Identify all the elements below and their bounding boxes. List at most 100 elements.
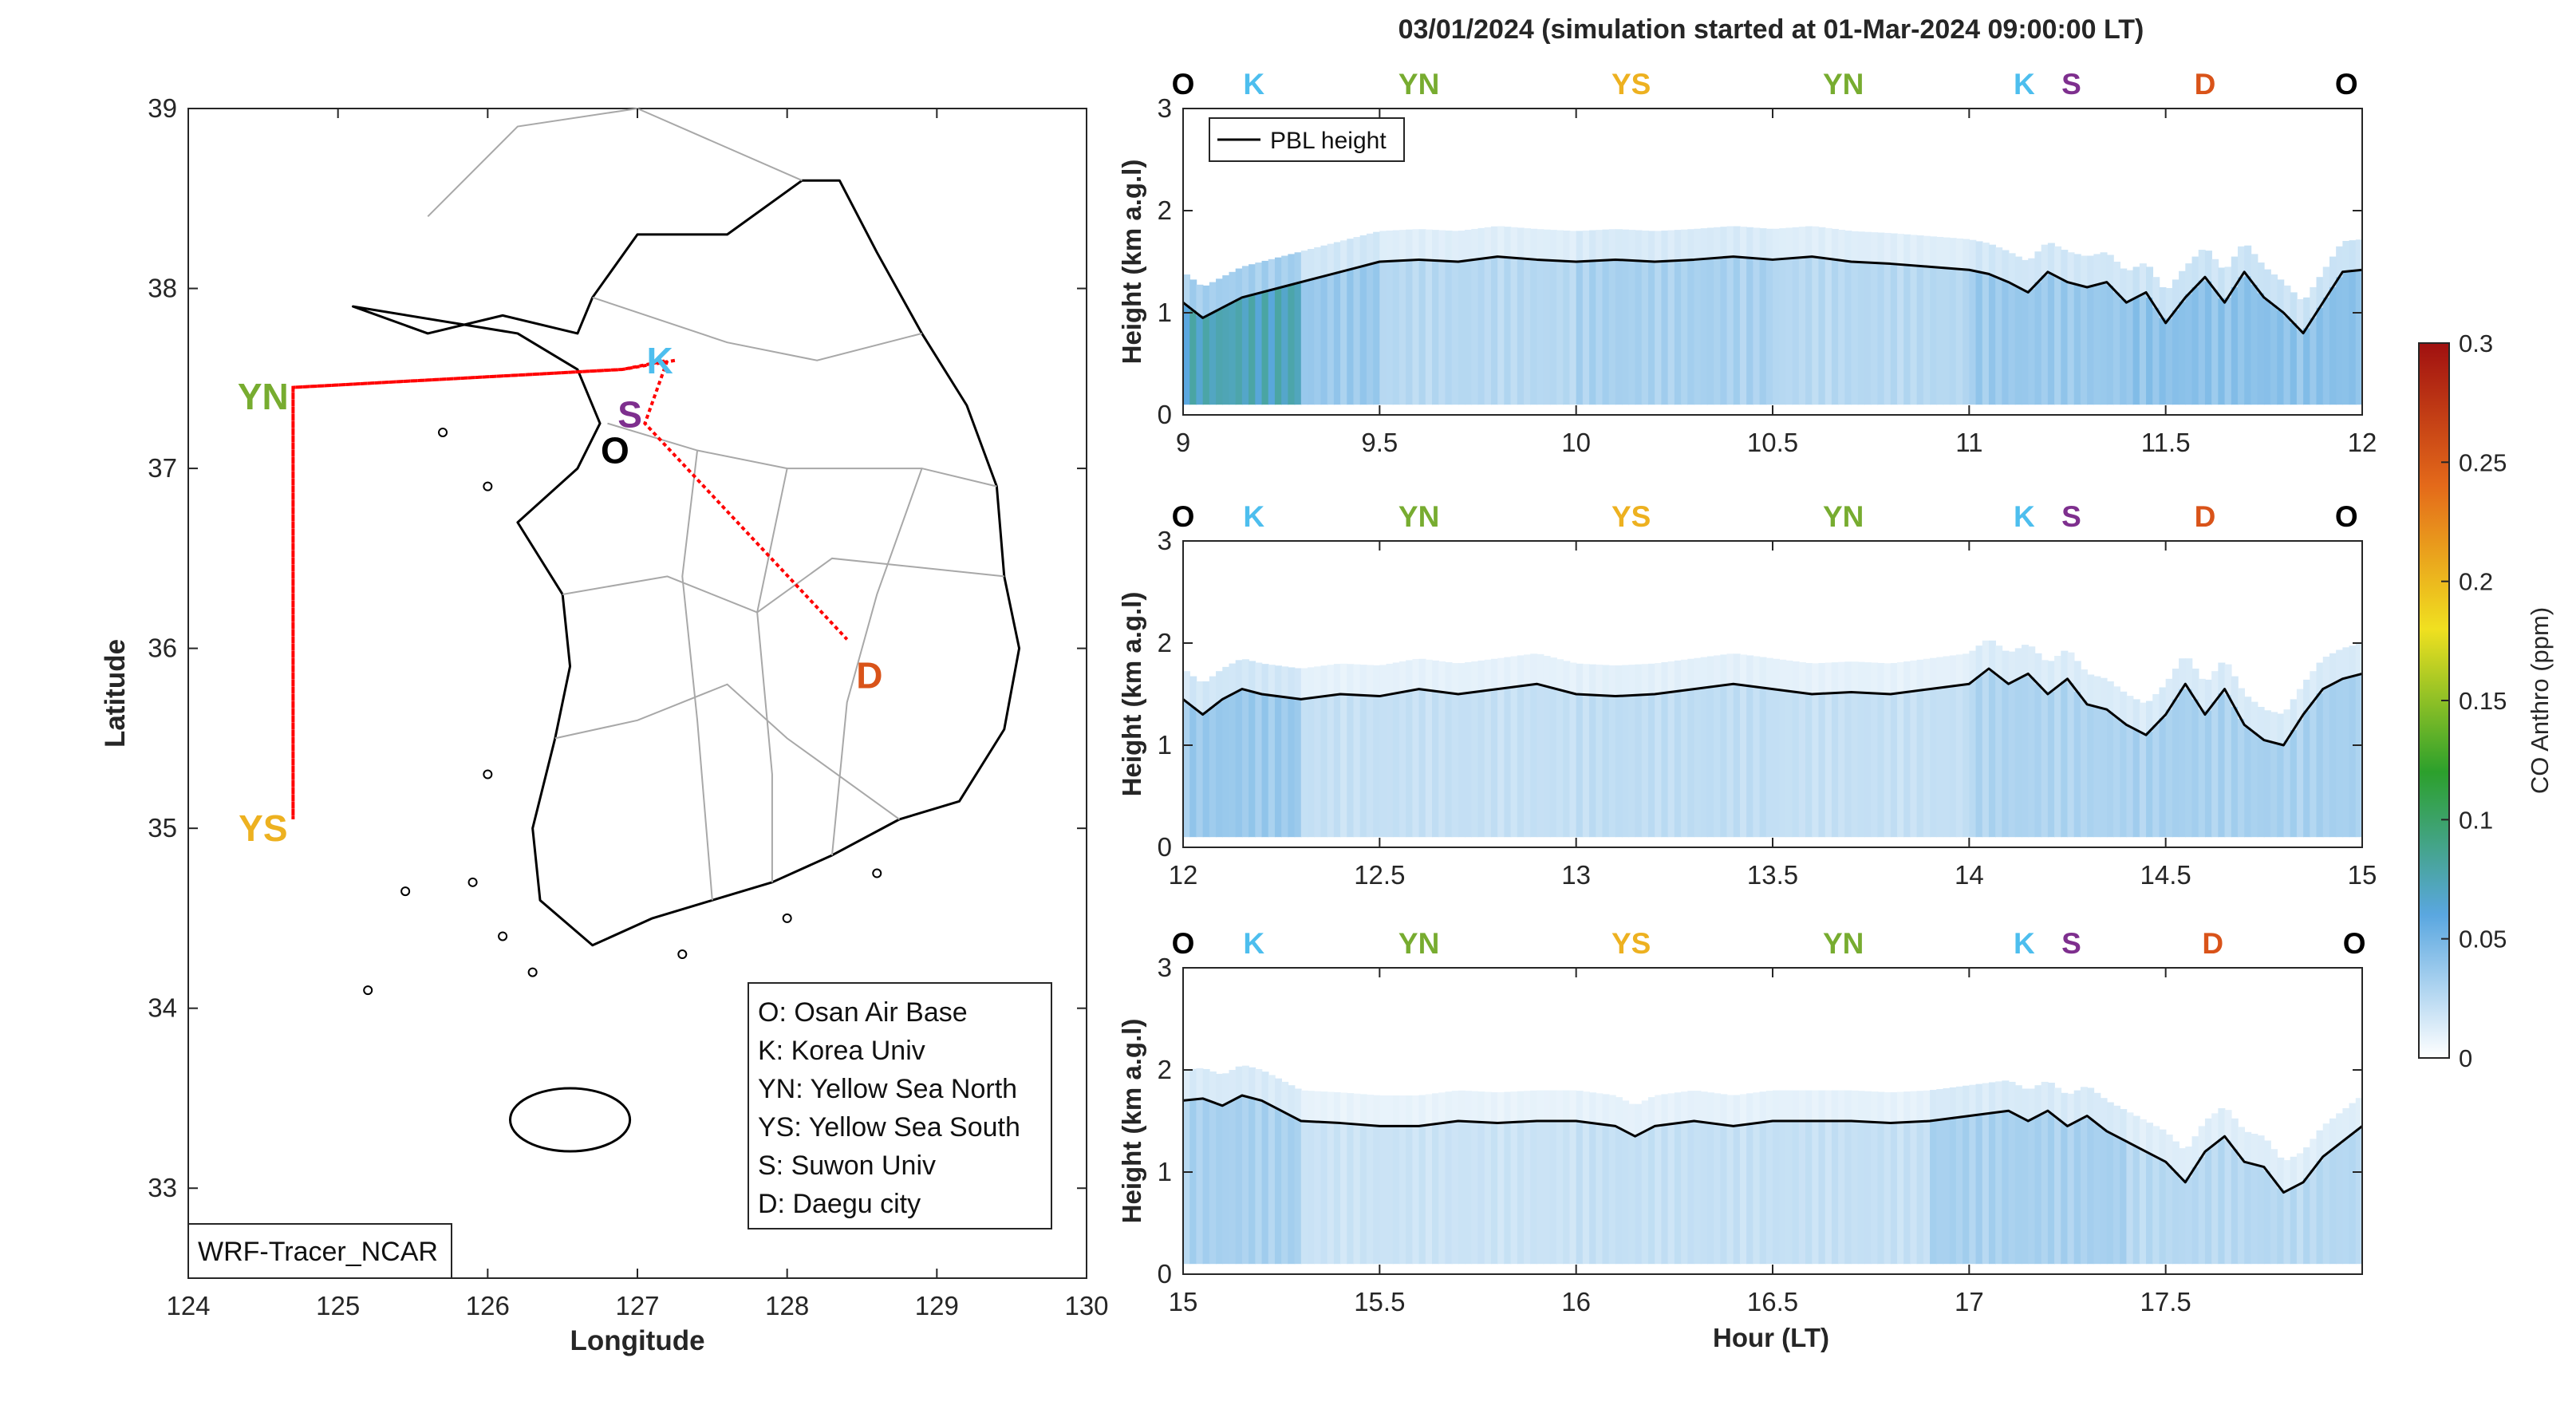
heatmap-cell xyxy=(2041,1112,2049,1265)
heatmap-xlabel: Hour (LT) xyxy=(1713,1323,1829,1352)
heatmap-cell xyxy=(2067,282,2075,405)
heatmap-cell xyxy=(2218,662,2226,693)
heatmap-cell xyxy=(1910,660,1918,692)
heatmap-cell xyxy=(1425,659,1433,691)
heatmap-cell xyxy=(1805,1121,1813,1265)
heatmap-cell xyxy=(2211,671,2219,702)
site-marker-label: D xyxy=(2202,927,2223,960)
heatmap-cell xyxy=(1975,1083,1983,1115)
island xyxy=(363,985,373,996)
site-marker-label: YN xyxy=(1823,500,1864,533)
heatmap-cell xyxy=(2126,696,2134,727)
heatmap-cell xyxy=(1995,1081,2003,1112)
heatmap-cell xyxy=(1347,269,1355,405)
heatmap-cell xyxy=(2028,258,2036,290)
heatmap-cell xyxy=(1327,243,1335,274)
heatmap-cell xyxy=(1779,228,1787,259)
heatmap-cell xyxy=(1398,1095,1406,1127)
heatmap-cell xyxy=(1202,316,1210,405)
heatmap-cell xyxy=(1537,259,1544,405)
heatmap-cell xyxy=(1655,261,1663,405)
heatmap-cell xyxy=(1622,695,1630,838)
heatmap-cell xyxy=(2008,283,2016,405)
heatmap-cell xyxy=(1241,659,1249,690)
heatmap-cell xyxy=(2034,282,2042,405)
heatmap-cell xyxy=(1406,660,1414,691)
heatmap-cell xyxy=(1569,662,1577,693)
heatmap-cell xyxy=(2244,1162,2252,1265)
heatmap-cell xyxy=(2014,1085,2022,1116)
heatmap-cell xyxy=(1563,1090,1571,1121)
heatmap-cell xyxy=(1733,226,1741,257)
heatmap-cell xyxy=(1484,659,1492,691)
heatmap-cell xyxy=(1458,1121,1466,1265)
heatmap-cell xyxy=(1838,693,1846,838)
heatmap-cell xyxy=(1903,234,1911,266)
heatmap-ylabel: Height (km a.g.l) xyxy=(1117,160,1146,365)
heatmap-cell xyxy=(2263,1140,2271,1171)
heatmap-cell xyxy=(1523,1121,1531,1265)
heatmap-cell xyxy=(1517,655,1525,686)
heatmap-cell xyxy=(2093,707,2101,838)
heatmap-cell xyxy=(2251,284,2258,405)
heatmap-cell xyxy=(1903,1091,1911,1123)
heatmap-cell xyxy=(1445,1091,1453,1123)
heatmap-cell xyxy=(1720,1094,1728,1125)
map-y-tick-label: 34 xyxy=(148,993,177,1023)
island xyxy=(527,967,538,977)
heatmap-cell xyxy=(1392,260,1400,405)
heatmap-cell xyxy=(1812,663,1820,694)
heatmap-cell xyxy=(2283,740,2291,838)
heatmap-cell xyxy=(2244,697,2252,728)
heatmap-cell xyxy=(1726,1095,1734,1126)
heatmap-cell xyxy=(1884,1123,1892,1265)
heatmap-cell xyxy=(1490,1123,1498,1265)
heatmap-cell xyxy=(1523,1091,1531,1122)
heatmap-cell xyxy=(1216,671,1224,702)
heatmap-cell xyxy=(1779,690,1787,838)
heatmap-cell xyxy=(1647,231,1655,262)
heatmap-cell xyxy=(2251,701,2258,732)
heatmap-cell xyxy=(2290,729,2298,838)
site-legend-entry: YN: Yellow Sea North xyxy=(758,1074,1017,1104)
heatmap-cell xyxy=(2152,724,2160,838)
heatmap-cell xyxy=(2310,701,2318,838)
heatmap-cell xyxy=(1890,693,1898,838)
heatmap-cell xyxy=(1857,231,1865,262)
heatmap-cell xyxy=(1647,1127,1655,1265)
heatmap-cell xyxy=(2244,245,2252,277)
pbl-line xyxy=(1182,667,2363,747)
heatmap-cell xyxy=(1241,689,1249,838)
heatmap-cell xyxy=(1746,685,1754,838)
heatmap-cell xyxy=(2198,280,2206,405)
heatmap-cell xyxy=(1379,695,1387,838)
time-height-panel: 15 15.5 16 16.5 17 17.5 0 1 2 3 Height (km a.g.l) O… xyxy=(1117,927,2366,1316)
heatmap-cell xyxy=(1655,231,1663,262)
site-marker-label: K xyxy=(1243,927,1264,960)
heatmap-cell xyxy=(2028,1119,2036,1265)
heatmap-cell xyxy=(1398,1126,1406,1265)
heatmap-cell xyxy=(1641,230,1649,262)
heatmap-cell xyxy=(2022,290,2030,405)
site-marker-label: K xyxy=(2014,927,2035,960)
map-x-tick-label: 127 xyxy=(615,1291,659,1320)
heatmap-cell xyxy=(1988,671,1996,838)
island xyxy=(438,427,448,437)
heatmap-cell xyxy=(2061,280,2069,405)
heatmap-cell xyxy=(1432,691,1440,838)
heatmap-cell xyxy=(1517,1091,1525,1123)
heatmap-cell xyxy=(2218,693,2226,838)
heatmap-cell xyxy=(1687,229,1695,260)
heatmap-cell xyxy=(1753,686,1761,838)
heatmap-cell xyxy=(2231,256,2239,287)
heatmap-cell xyxy=(1418,259,1426,405)
heatmap-cell xyxy=(1687,689,1695,838)
map-site-labels: KSO YN YS D xyxy=(238,340,883,849)
heatmap-cell xyxy=(1733,684,1741,838)
heatmap-cell xyxy=(2054,686,2062,838)
heatmap-cell xyxy=(1327,1122,1335,1265)
heatmap-cell xyxy=(1465,260,1473,405)
heatmap-cell xyxy=(1995,645,2003,677)
heatmap-cell xyxy=(1700,1122,1708,1265)
heatmap-cell xyxy=(2231,287,2239,405)
